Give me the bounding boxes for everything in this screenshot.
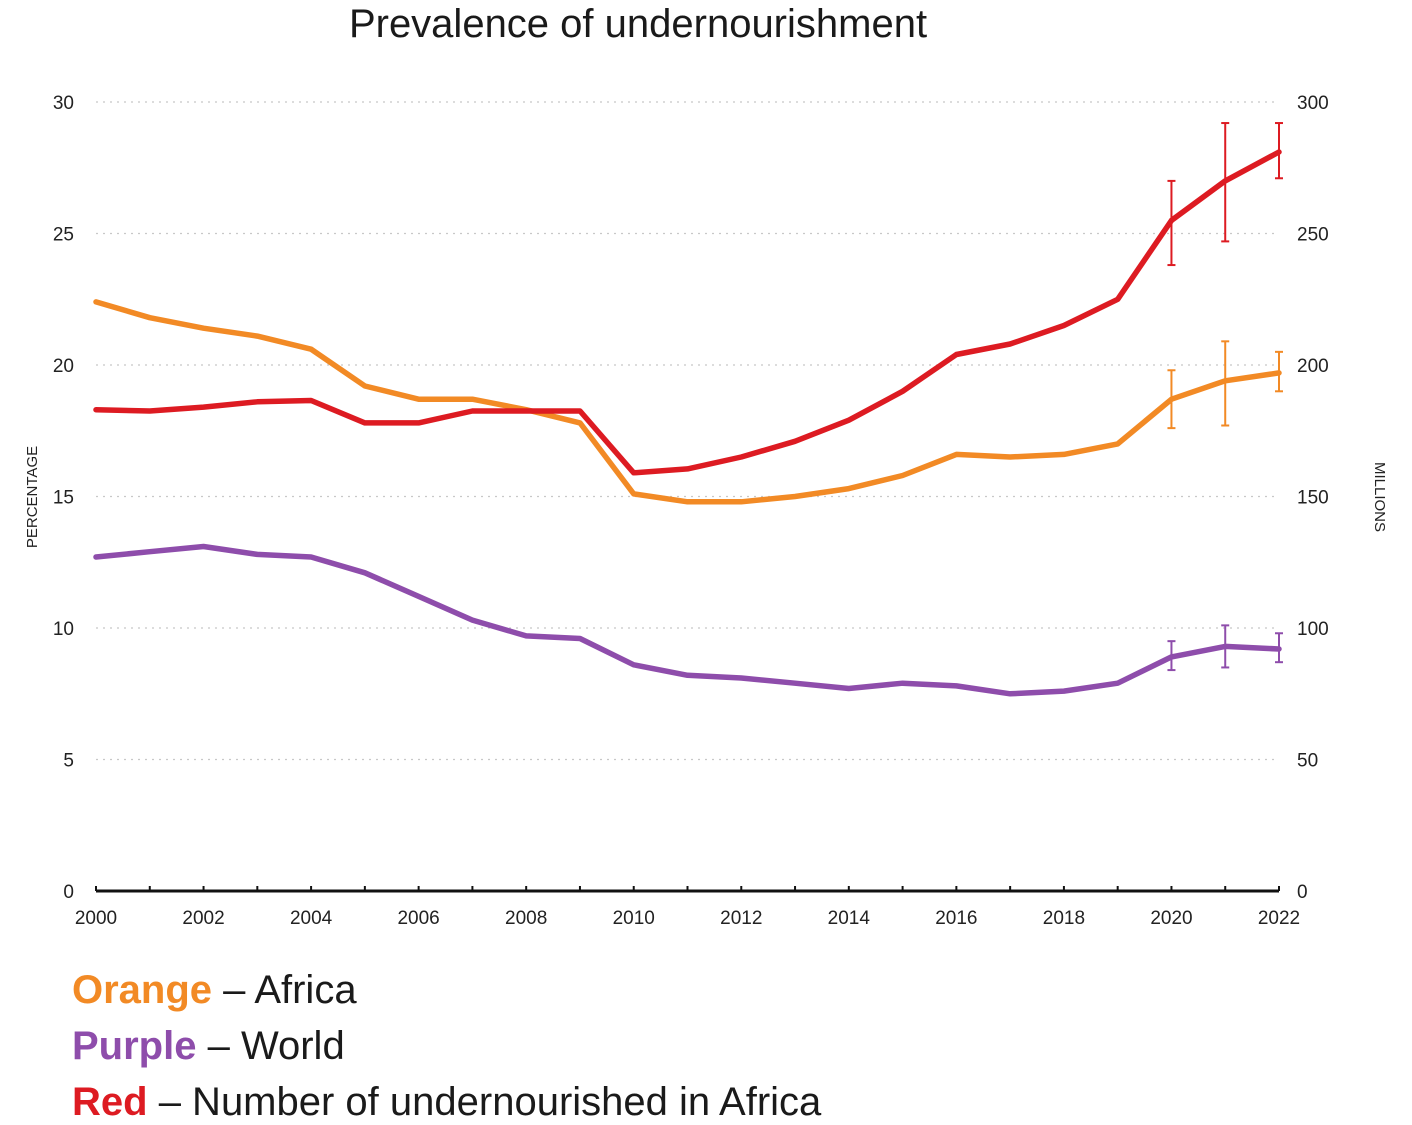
y-tick-label-right: 0 (1297, 882, 1308, 903)
y-tick-label-left: 30 (53, 93, 74, 114)
legend-color-word: Purple (72, 1024, 197, 1068)
x-tick-label: 2016 (935, 908, 977, 929)
x-tick-label: 2000 (75, 908, 117, 929)
y-tick-label-left: 20 (53, 356, 74, 377)
y-tick-label-left: 25 (53, 225, 74, 246)
legend-item-africa: Orange – Africa (72, 968, 357, 1013)
x-tick-label: 2014 (828, 908, 871, 929)
y-tick-label-right: 250 (1297, 225, 1329, 246)
x-tick-label: 2022 (1258, 908, 1300, 929)
y-tick-label-right: 300 (1297, 93, 1329, 114)
axes: 0 0 5 50 10 100 15 150 20 200 25 250 30 300 2000 2002 20… (53, 93, 1329, 929)
x-tick-label: 2006 (397, 908, 439, 929)
y-axis-label-right: MILLIONS (1371, 462, 1388, 532)
series-lines (93, 122, 1283, 697)
y-tick-label-left: 0 (63, 882, 74, 903)
legend-color-word: Red (72, 1080, 148, 1124)
legend-text: – Number of undernourished in Africa (147, 1080, 822, 1124)
series-line (93, 149, 1282, 476)
x-tick-label: 2012 (720, 908, 762, 929)
grid-lines (96, 101, 1279, 761)
legend-text: – Africa (212, 968, 357, 1012)
legend-color-word: Orange (72, 968, 213, 1012)
legend-item-world: Purple – World (72, 1024, 345, 1069)
legend-text: – World (196, 1024, 345, 1068)
y-tick-label-left: 5 (63, 751, 74, 772)
y-tick-label-right: 150 (1297, 488, 1329, 509)
y-tick-label-left: 10 (53, 619, 74, 640)
y-tick-label-left: 15 (53, 488, 74, 509)
y-tick-label-right: 50 (1297, 751, 1318, 772)
x-tick-label: 2002 (182, 908, 224, 929)
chart-title: Prevalence of undernourishment (348, 2, 928, 46)
series-line (93, 543, 1282, 697)
x-tick-label: 2004 (290, 908, 333, 929)
y-tick-label-right: 200 (1297, 356, 1329, 377)
line-chart: 0 0 5 50 10 100 15 150 20 200 25 250 30 300 2000 2002 20… (24, 93, 1388, 929)
x-tick-label: 2008 (505, 908, 547, 929)
series-line (93, 299, 1282, 505)
x-tick-label: 2010 (613, 908, 655, 929)
legend-item-number-africa: Red – Number of undernourished in Africa (72, 1080, 821, 1125)
x-tick-label: 2020 (1150, 908, 1192, 929)
x-tick-label: 2018 (1043, 908, 1085, 929)
y-axis-label-left: PERCENTAGE (24, 446, 41, 548)
y-tick-label-right: 100 (1297, 619, 1329, 640)
